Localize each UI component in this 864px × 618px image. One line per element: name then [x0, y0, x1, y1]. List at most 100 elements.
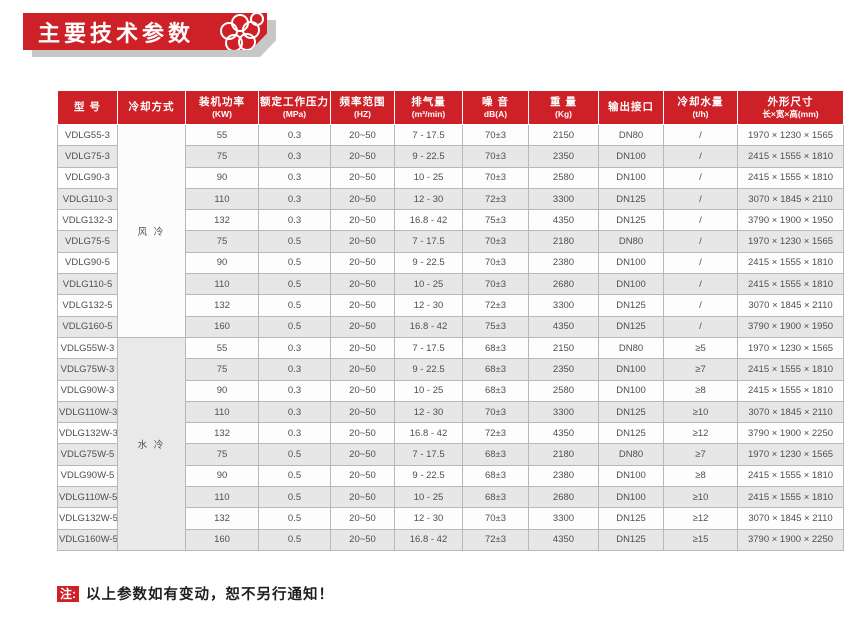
- pressure-cell: 0.5: [258, 251, 331, 275]
- outlet-port-cell: DN100: [598, 379, 664, 402]
- noise-cell: 68±3: [462, 379, 529, 402]
- col-header-model: 型 号: [57, 90, 118, 125]
- table-row: VDLG132W-5 132 0.5 20~50 12 - 30 70±3 33…: [57, 507, 844, 530]
- cooling-water-cell: /: [663, 209, 738, 232]
- power-cell: 75: [185, 443, 259, 466]
- weight-cell: 2350: [528, 358, 599, 381]
- power-cell: 110: [185, 486, 259, 509]
- power-cell: 75: [185, 230, 259, 253]
- col-header-dimensions: 外形尺寸 长×宽×高(mm): [737, 90, 844, 125]
- model-cell: VDLG110W-3: [57, 400, 118, 424]
- col-header-unit: (KW): [212, 108, 232, 119]
- noise-cell: 68±3: [462, 443, 529, 466]
- col-header-title: 噪 音: [482, 96, 509, 109]
- weight-cell: 2680: [528, 486, 599, 509]
- table-row: VDLG75-3 75 0.3 20~50 9 - 22.5 70±3 2350…: [57, 145, 844, 168]
- frequency-cell: 20~50: [330, 400, 395, 424]
- note-badge: 注:: [57, 585, 79, 602]
- air-delivery-cell: 16.8 - 42: [394, 528, 463, 551]
- frequency-cell: 20~50: [330, 145, 395, 168]
- table-row: VDLG75W-3 75 0.3 20~50 9 - 22.5 68±3 235…: [57, 358, 844, 381]
- table-row: VDLG132W-3 132 0.3 20~50 16.8 - 42 72±3 …: [57, 422, 844, 445]
- air-delivery-cell: 7 - 17.5: [394, 443, 463, 466]
- cooling-water-cell: ≥12: [663, 422, 738, 445]
- noise-cell: 68±3: [462, 464, 529, 488]
- air-delivery-cell: 10 - 25: [394, 166, 463, 189]
- table-row: VDLG132-5 132 0.5 20~50 12 - 30 72±3 330…: [57, 294, 844, 317]
- air-delivery-cell: 12 - 30: [394, 507, 463, 530]
- outlet-port-cell: DN80: [598, 123, 664, 147]
- weight-cell: 2150: [528, 336, 599, 360]
- col-header-title: 型 号: [74, 101, 101, 114]
- banner-ribbon: 主要技术参数: [23, 13, 267, 50]
- cooling-water-cell: ≥10: [663, 400, 738, 424]
- col-header-unit: 长×宽×高(mm): [762, 108, 819, 119]
- noise-cell: 75±3: [462, 315, 529, 338]
- pressure-cell: 0.3: [258, 336, 331, 360]
- weight-cell: 2150: [528, 123, 599, 147]
- outlet-port-cell: DN100: [598, 273, 664, 296]
- specs-table: 型 号 冷却方式 装机功率 (KW) 额定工作压力 (MPa) 频率范围 (HZ) 排…: [57, 90, 844, 551]
- power-cell: 132: [185, 209, 259, 232]
- model-cell: VDLG132W-5: [57, 507, 118, 530]
- model-cell: VDLG75-5: [57, 230, 118, 253]
- cooling-water-cell: /: [663, 166, 738, 189]
- air-delivery-cell: 16.8 - 42: [394, 315, 463, 338]
- noise-cell: 72±3: [462, 528, 529, 551]
- noise-cell: 70±3: [462, 400, 529, 424]
- power-cell: 132: [185, 294, 259, 317]
- pressure-cell: 0.5: [258, 230, 331, 253]
- pressure-cell: 0.3: [258, 209, 331, 232]
- weight-cell: 4350: [528, 315, 599, 338]
- frequency-cell: 20~50: [330, 251, 395, 275]
- power-cell: 110: [185, 400, 259, 424]
- table-row: VDLG55W-3 水 冷 55 0.3 20~50 7 - 17.5 68±3 …: [57, 336, 844, 551]
- frequency-cell: 20~50: [330, 294, 395, 317]
- air-delivery-cell: 16.8 - 42: [394, 209, 463, 232]
- model-cell: VDLG160-5: [57, 315, 118, 338]
- col-header-title: 频率范围: [339, 96, 386, 109]
- pressure-cell: 0.3: [258, 166, 331, 189]
- frequency-cell: 20~50: [330, 315, 395, 338]
- power-cell: 110: [185, 273, 259, 296]
- table-row: VDLG55-3 风 冷 55 0.3 20~50 7 - 17.5 70±3 2…: [57, 123, 844, 338]
- cooling-water-cell: ≥8: [663, 464, 738, 488]
- outlet-port-cell: DN100: [598, 251, 664, 275]
- frequency-cell: 20~50: [330, 443, 395, 466]
- frequency-cell: 20~50: [330, 528, 395, 551]
- table-row: VDLG90W-3 90 0.3 20~50 10 - 25 68±3 2580…: [57, 379, 844, 402]
- frequency-cell: 20~50: [330, 486, 395, 509]
- table-row: VDLG110W-3 110 0.3 20~50 12 - 30 70±3 33…: [57, 400, 844, 424]
- weight-cell: 2380: [528, 251, 599, 275]
- note-text: 以上参数如有变动，恕不另行通知！: [86, 587, 334, 603]
- outlet-port-cell: DN125: [598, 422, 664, 445]
- dimensions-cell: 3790 × 1900 × 2250: [737, 422, 844, 445]
- page-title: 主要技术参数: [38, 20, 195, 46]
- noise-cell: 70±3: [462, 230, 529, 253]
- weight-cell: 4350: [528, 528, 599, 551]
- cooling-water-cell: /: [663, 230, 738, 253]
- pressure-cell: 0.5: [258, 486, 331, 509]
- air-delivery-cell: 12 - 30: [394, 400, 463, 424]
- col-header-unit: dB(A): [483, 108, 508, 119]
- dimensions-cell: 1970 × 1230 × 1565: [737, 230, 844, 253]
- pressure-cell: 0.3: [258, 123, 331, 147]
- outlet-port-cell: DN100: [598, 145, 664, 168]
- model-cell: VDLG132-3: [57, 209, 118, 232]
- cooling-water-cell: /: [663, 123, 738, 147]
- dimensions-cell: 3070 × 1845 × 2110: [737, 400, 844, 424]
- cooling-water-cell: /: [663, 273, 738, 296]
- table-row: VDLG75W-5 75 0.5 20~50 7 - 17.5 68±3 218…: [57, 443, 844, 466]
- model-cell: VDLG132-5: [57, 294, 118, 317]
- model-cell: VDLG160W-5: [57, 528, 118, 551]
- noise-cell: 72±3: [462, 187, 529, 211]
- dimensions-cell: 2415 × 1555 × 1810: [737, 358, 844, 381]
- model-cell: VDLG75-3: [57, 145, 118, 168]
- model-cell: VDLG90W-5: [57, 464, 118, 488]
- weight-cell: 3300: [528, 294, 599, 317]
- cooling-water-cell: ≥7: [663, 358, 738, 381]
- air-delivery-cell: 10 - 25: [394, 273, 463, 296]
- cooling-method-cell: 水 冷: [117, 336, 186, 551]
- air-delivery-cell: 9 - 22.5: [394, 464, 463, 488]
